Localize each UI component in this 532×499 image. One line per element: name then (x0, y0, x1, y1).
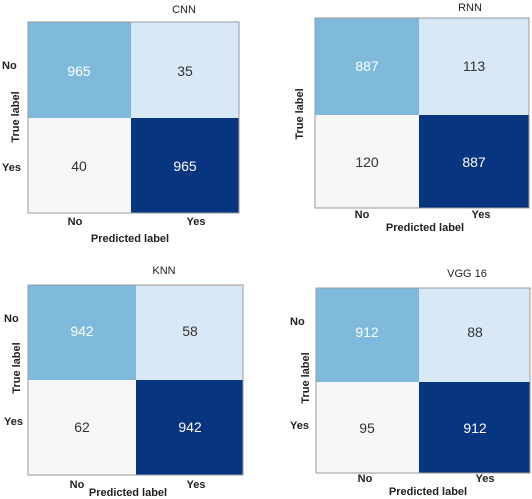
y-tick-label: No (2, 60, 17, 72)
cell-0-0 (316, 288, 419, 382)
matrix-border (315, 287, 531, 474)
cell-1-0 (316, 382, 419, 473)
cell-0-1 (136, 285, 243, 380)
x-tick-label: No (70, 479, 85, 491)
x-axis-label: Predicted label (389, 486, 467, 498)
x-tick-label: Yes (472, 209, 491, 221)
cell-value-1-1: 887 (462, 154, 486, 170)
y-tick-label: No (4, 313, 19, 325)
y-axis-label: True label (10, 91, 22, 142)
cell-1-1 (419, 115, 529, 208)
cell-1-1 (419, 382, 530, 473)
y-axis-label: True label (300, 352, 312, 403)
x-tick-label: Yes (187, 216, 206, 228)
cell-value-0-0: 887 (355, 58, 379, 74)
x-tick-label: Yes (476, 473, 495, 485)
vgg16-svg: VGG 16 912 88 95 912 No Yes No Yes True … (290, 268, 531, 498)
confusion-matrix-vgg16: VGG 16 912 88 95 912 No Yes No Yes True … (270, 250, 532, 499)
cell-value-0-1: 35 (177, 63, 193, 79)
cell-0-0 (28, 285, 136, 380)
cell-value-1-0: 40 (71, 158, 87, 174)
x-tick-label: No (355, 209, 370, 221)
cell-value-0-1: 58 (182, 323, 198, 339)
confusion-matrix-rnn: RNN 887 113 120 887 No Yes True label Pr… (270, 0, 532, 250)
y-axis-label: True label (294, 88, 306, 139)
chart-title: RNN (458, 2, 482, 14)
y-axis-label: True label (11, 342, 23, 393)
y-tick-label: Yes (2, 162, 21, 174)
y-tick-label: Yes (4, 416, 23, 428)
x-axis-label: Predicted label (386, 222, 464, 234)
cell-0-0 (28, 22, 131, 118)
cell-value-1-1: 965 (173, 158, 197, 174)
cell-0-1 (131, 22, 239, 118)
knn-svg: KNN 942 58 62 942 No Yes No Yes True lab… (4, 265, 244, 499)
cell-1-1 (136, 380, 243, 475)
cell-value-0-0: 942 (70, 323, 94, 339)
chart-title: CNN (172, 4, 196, 16)
matrix-border (27, 21, 240, 214)
cell-value-0-0: 965 (67, 63, 91, 79)
cell-value-0-1: 88 (467, 324, 483, 340)
cell-0-1 (419, 288, 530, 382)
y-tick-label: No (290, 316, 305, 328)
x-axis-label: Predicted label (89, 487, 167, 499)
cell-1-0 (28, 118, 131, 213)
cell-value-1-0: 62 (74, 419, 90, 435)
matrix-border (27, 284, 244, 476)
rnn-svg: RNN 887 113 120 887 No Yes True label Pr… (294, 2, 530, 234)
chart-title: KNN (152, 265, 175, 277)
confusion-matrix-cnn: CNN 965 35 40 965 No Yes No Yes True lab… (0, 0, 270, 250)
cell-1-1 (131, 118, 239, 213)
matrix-border (314, 17, 530, 209)
cell-value-1-0: 95 (359, 420, 375, 436)
cell-0-1 (419, 18, 529, 115)
cnn-svg: CNN 965 35 40 965 No Yes No Yes True lab… (2, 4, 240, 245)
cell-value-1-0: 120 (355, 154, 379, 170)
cell-value-1-1: 912 (463, 420, 487, 436)
cell-value-0-0: 912 (355, 324, 379, 340)
x-axis-label: Predicted label (91, 233, 169, 245)
cell-0-0 (315, 18, 419, 115)
cell-1-0 (315, 115, 419, 208)
x-tick-label: No (68, 216, 83, 228)
cell-value-0-1: 113 (463, 58, 486, 74)
x-tick-label: Yes (187, 479, 206, 491)
x-tick-label: No (358, 473, 373, 485)
cell-value-1-1: 942 (178, 419, 202, 435)
cell-1-0 (28, 380, 136, 475)
y-tick-label: Yes (290, 420, 309, 432)
chart-title: VGG 16 (447, 268, 487, 280)
confusion-matrix-knn: KNN 942 58 62 942 No Yes No Yes True lab… (0, 250, 270, 499)
